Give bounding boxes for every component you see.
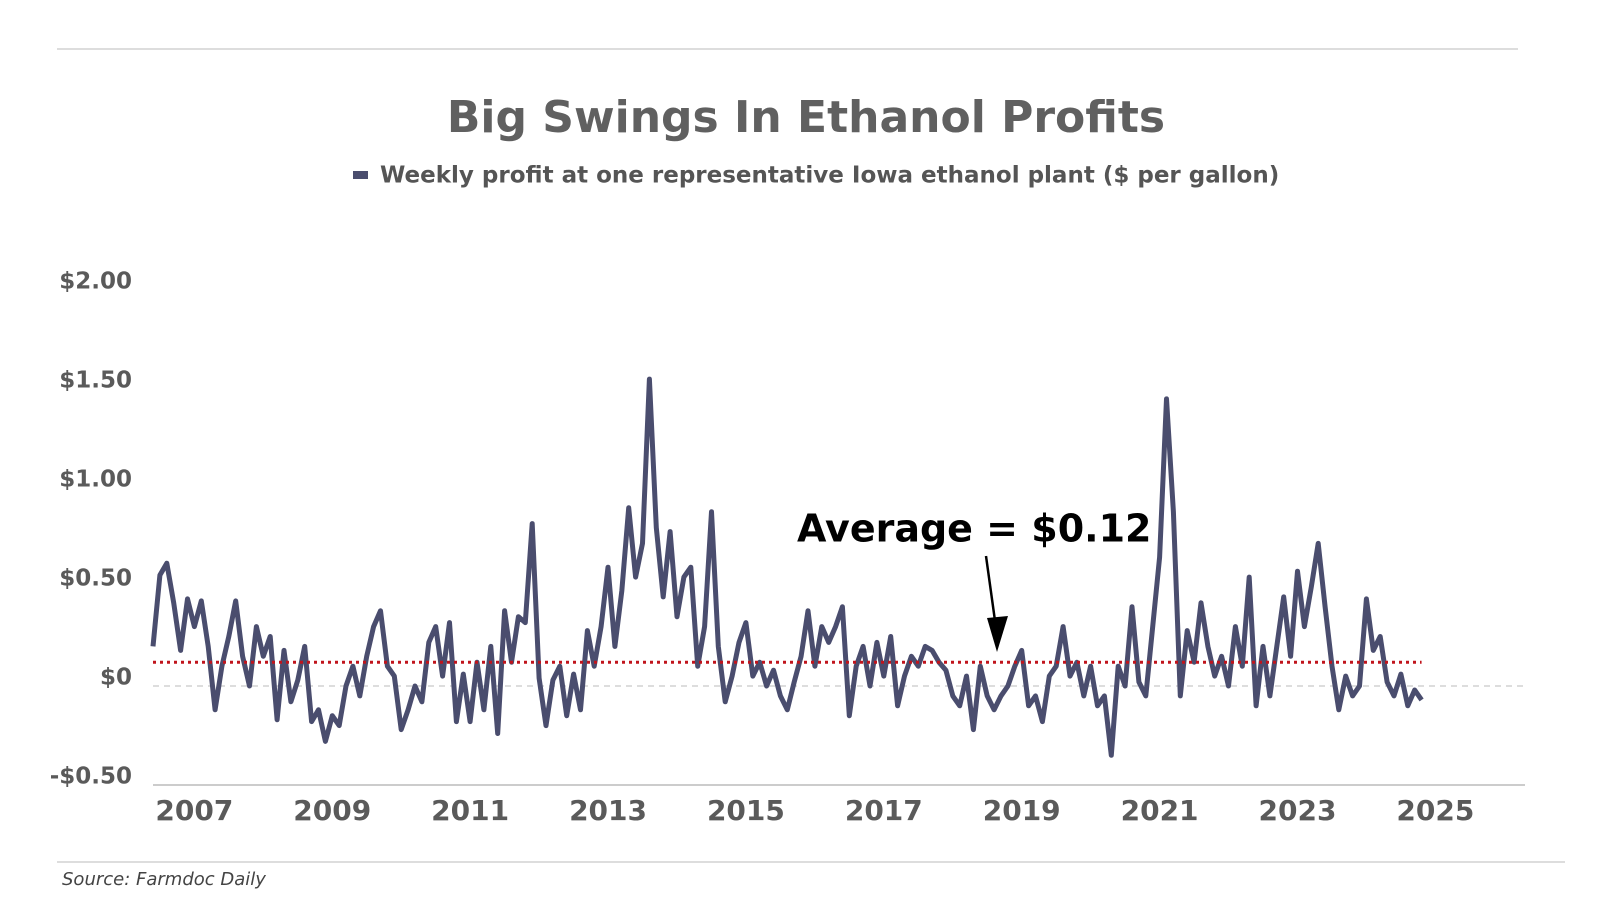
x-tick-label: 2009 xyxy=(293,794,371,827)
source-note: Source: Farmdoc Daily xyxy=(62,869,266,890)
y-tick-label: -$0.50 xyxy=(50,764,132,790)
y-tick-label: $2.00 xyxy=(59,269,132,295)
x-tick-label: 2011 xyxy=(431,794,509,827)
annotation: Average = $0.12 xyxy=(797,507,1151,551)
x-tick-label: 2021 xyxy=(1121,794,1199,827)
x-tick-label: 2015 xyxy=(707,794,785,827)
x-tick-label: 2023 xyxy=(1259,794,1337,827)
legend-swatch xyxy=(353,171,368,179)
x-tick-label: 2007 xyxy=(155,794,233,827)
x-tick-label: 2017 xyxy=(845,794,923,827)
chart-title: Big Swings In Ethanol Profits xyxy=(447,92,1165,143)
series-line xyxy=(150,376,1424,758)
annotation-arrow xyxy=(984,555,998,629)
y-tick-label: $0 xyxy=(100,665,132,691)
x-tick-label: 2013 xyxy=(569,794,647,827)
y-tick-label: $1.00 xyxy=(59,467,132,493)
annotation-arrowhead xyxy=(987,616,1008,652)
x-tick-label: 2019 xyxy=(983,794,1061,827)
x-tick-label: 2025 xyxy=(1396,794,1474,827)
y-tick-label: $1.50 xyxy=(59,368,132,394)
legend-label: Weekly profit at one representative Iowa… xyxy=(380,163,1279,189)
y-tick-label: $0.50 xyxy=(59,566,132,592)
